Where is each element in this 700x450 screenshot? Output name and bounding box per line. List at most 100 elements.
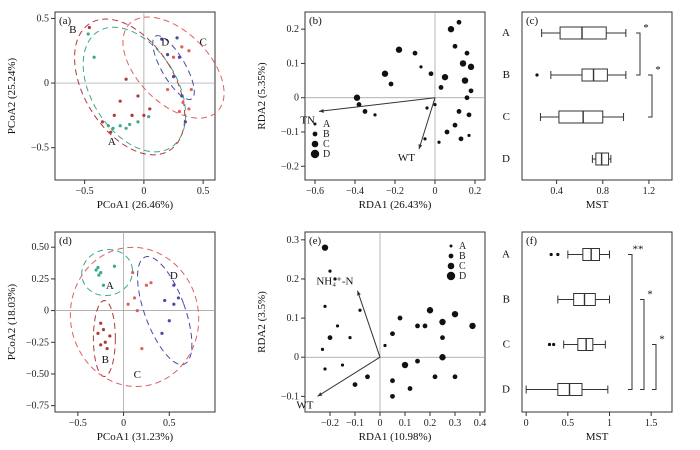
- point-D: [171, 75, 176, 79]
- y-axis-label: PCoA2 (25.24%): [6, 57, 18, 134]
- point: [415, 358, 420, 364]
- y-tick-label: 0.1: [287, 313, 300, 324]
- point-D: [177, 55, 182, 59]
- point: [440, 335, 445, 341]
- point-A: [111, 126, 115, 130]
- point-B: [99, 343, 103, 347]
- point-A: [96, 265, 100, 270]
- point-B: [142, 113, 146, 117]
- box-category-label: C: [503, 111, 510, 123]
- x-tick-label: 0: [121, 418, 126, 429]
- point: [464, 50, 470, 56]
- y-tick-label: −0.1: [281, 127, 299, 138]
- point: [340, 363, 345, 367]
- x-tick-label: 1: [607, 418, 612, 429]
- point: [323, 304, 327, 308]
- point: [464, 95, 470, 101]
- point: [373, 113, 377, 117]
- point: [397, 315, 403, 321]
- x-tick-label: 0.2: [424, 418, 437, 429]
- point: [428, 71, 434, 77]
- point-C: [131, 270, 135, 275]
- x-axis-label: PCoA1 (31.23%): [97, 431, 174, 443]
- x-tick-label: 0: [433, 186, 438, 197]
- x-axis-label: MST: [586, 199, 609, 211]
- ellipse-D: [152, 35, 195, 100]
- point: [415, 323, 420, 329]
- point-A: [106, 124, 110, 128]
- outlier-point: [535, 73, 539, 77]
- point: [395, 46, 403, 53]
- box: [577, 338, 594, 351]
- point-D: [160, 37, 164, 41]
- point: [327, 335, 333, 341]
- point: [383, 343, 387, 348]
- point-A: [101, 283, 106, 287]
- group-label-D: D: [170, 270, 178, 282]
- legend-marker: [446, 271, 456, 281]
- y-tick-label: 0: [294, 352, 299, 363]
- x-tick-label: 0.4: [474, 418, 487, 429]
- point-C: [149, 281, 153, 285]
- plot-frame: [54, 231, 216, 413]
- point-A: [86, 32, 90, 36]
- point: [432, 374, 438, 380]
- point-A: [136, 120, 140, 124]
- point-C: [171, 55, 176, 59]
- y-tick-label: 0.3: [287, 235, 300, 246]
- point-A: [128, 122, 132, 127]
- x-tick-label: −0.6: [306, 186, 324, 197]
- point: [348, 336, 352, 340]
- y-tick-label: 0.5: [37, 13, 50, 24]
- ellipse-B: [92, 299, 116, 378]
- point-A: [118, 124, 122, 128]
- plot-frame: [304, 11, 486, 181]
- point: [452, 374, 458, 380]
- point: [388, 81, 394, 87]
- x-tick-label: −0.5: [76, 186, 94, 197]
- point: [439, 354, 446, 361]
- arrow-head: [357, 290, 361, 296]
- point-B: [103, 340, 107, 344]
- point-C: [135, 308, 139, 313]
- arrow-WT: [317, 356, 381, 397]
- arrow-label: WT: [296, 399, 313, 411]
- x-tick-label: 1.5: [645, 418, 658, 429]
- y-tick-label: 0: [44, 78, 49, 89]
- y-tick-label: 0.25: [32, 274, 50, 285]
- x-axis-label: RDA1 (26.43%): [359, 199, 432, 211]
- point-C: [126, 302, 130, 306]
- point-D: [172, 283, 176, 287]
- panel-label: (b): [309, 15, 322, 27]
- legend-label: C: [323, 139, 330, 150]
- x-axis-label: MST: [586, 431, 609, 443]
- panel-c: (c) 0.4 0.8 1.2 MST A B C D * *: [502, 11, 673, 211]
- arrow-NH₄⁺-N: [357, 290, 381, 358]
- y-tick-label: −0.50: [26, 369, 49, 380]
- outlier-point: [552, 342, 556, 347]
- x-axis-label: PCoA1 (26.46%): [97, 199, 174, 211]
- x-tick-label: 1.2: [643, 186, 656, 197]
- point-B: [112, 113, 116, 117]
- y-tick-label: −0.1: [281, 391, 299, 402]
- y-tick-label: 0.50: [32, 242, 50, 253]
- x-tick-label: −0.1: [346, 418, 364, 429]
- outlier-point: [547, 342, 552, 347]
- point-C: [180, 45, 184, 49]
- group-label-B: B: [102, 354, 109, 366]
- point-A: [124, 126, 128, 130]
- group-label-A: A: [108, 136, 116, 148]
- x-tick-label: −0.2: [321, 418, 339, 429]
- point: [407, 386, 413, 391]
- legend-label: A: [323, 119, 331, 130]
- legend-label: D: [323, 149, 330, 160]
- plot-frame: [54, 11, 216, 181]
- point: [451, 310, 459, 318]
- x-tick-label: 0: [378, 418, 383, 429]
- point-B: [101, 328, 106, 332]
- point: [458, 136, 464, 142]
- arrow-WT: [418, 97, 436, 150]
